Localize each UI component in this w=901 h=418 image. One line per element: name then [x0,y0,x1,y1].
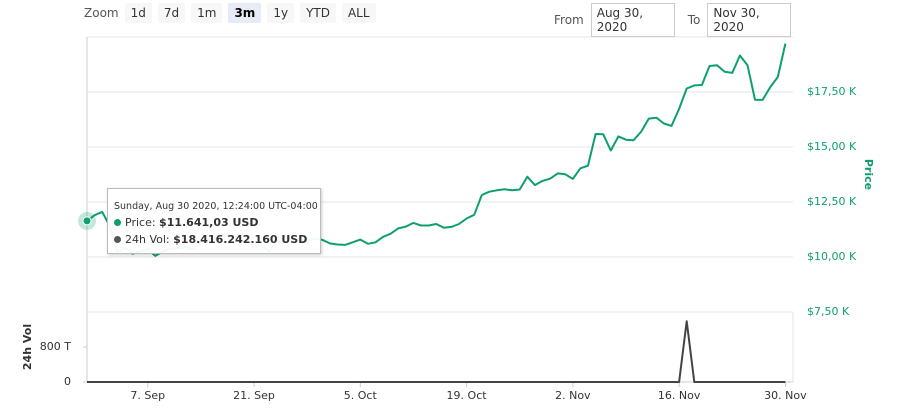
tooltip-value: $18.416.242.160 USD [173,233,308,246]
zoom-button[interactable]: YTD [300,3,336,23]
zoom-bar: Zoom 1d 7d 1m 3m 1y YTD ALL [84,3,376,23]
tooltip-header: Sunday, Aug 30 2020, 12:24:00 UTC-04:00 [114,201,318,212]
y-tick-label: $15,00 K [807,140,857,153]
x-tick-label: 19. Oct [447,389,488,402]
y-axis-title: Price [862,159,875,190]
to-input[interactable]: Nov 30, 2020 [707,3,792,37]
y-tick-label: 0 [64,375,71,388]
series-line [87,320,786,383]
zoom-button[interactable]: ALL [341,3,376,23]
x-tick-label: 5. Oct [344,389,378,402]
from-input[interactable]: Aug 30, 2020 [590,3,675,37]
tooltip-dot [114,219,121,226]
zoom-button[interactable]: 1y [267,3,295,23]
tooltip-row: 24h Vol: $18.416.242.160 USD [114,233,320,246]
tooltip-dot [114,236,121,243]
y-tick-label: 800 T [40,340,71,353]
from-label: From [554,13,584,27]
y-axis-title: 24h Vol [21,324,34,370]
zoom-button[interactable]: 1m [191,3,223,23]
y-tick-label: $12,50 K [807,195,857,208]
range-inputs: From Aug 30, 2020 To Nov 30, 2020 [554,3,792,37]
zoom-button[interactable]: 3m [228,3,262,23]
tooltip-row: Price: $11.641,03 USD [114,216,320,229]
y-tick-label: $17,50 K [807,85,857,98]
x-tick-label: 2. Nov [555,389,591,402]
y-tick-label: $7,50 K [807,305,850,318]
tooltip-value: $11.641,03 USD [159,216,259,229]
x-tick-label: 16. Nov [658,389,701,402]
zoom-button[interactable]: 1d [124,3,152,23]
to-label: To [687,13,701,27]
tooltip: Sunday, Aug 30 2020, 12:24:00 UTC-04:00 … [107,188,321,254]
hover-point [82,216,92,226]
x-tick-label: 21. Sep [233,389,275,402]
tooltip-label: Price: [125,216,156,229]
zoom-button[interactable]: 7d [157,3,186,23]
y-tick-label: $10,00 K [807,250,857,263]
x-tick-label: 7. Sep [130,389,165,402]
x-tick-label: 30. Nov [764,389,807,402]
zoom-label: Zoom [84,6,119,20]
tooltip-label: 24h Vol: [125,233,170,246]
